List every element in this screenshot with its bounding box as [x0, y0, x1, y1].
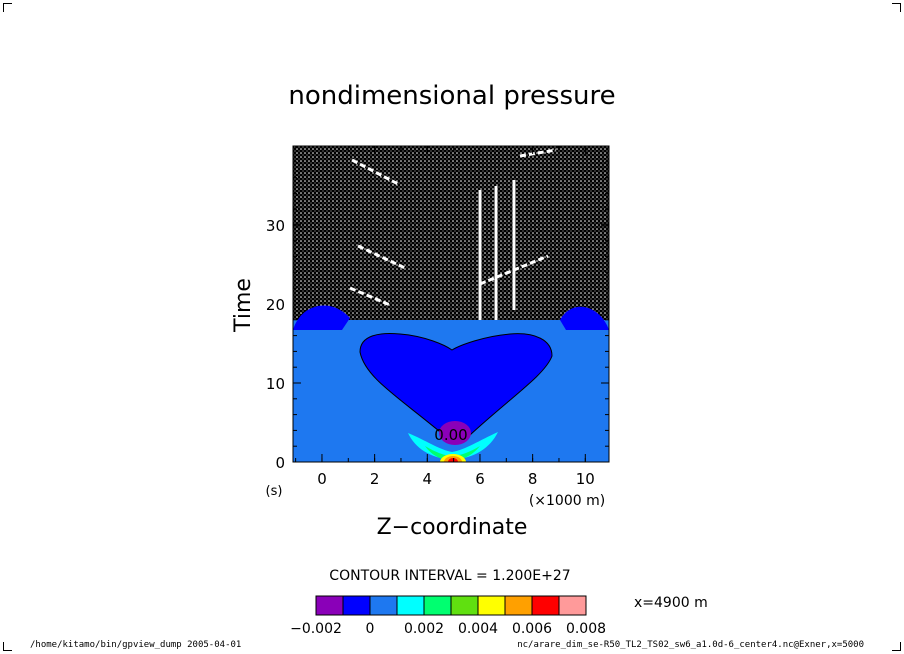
colorbar-swatch	[342, 595, 371, 616]
contour-interval-text: CONTOUR INTERVAL = 1.200E+27	[329, 568, 570, 584]
position-text: x=4900 m	[634, 595, 708, 611]
colorbar-tick-label: 0.004	[458, 621, 498, 637]
colorbar: −0.002 0 0.002 0.004 0.006 0.008	[290, 595, 606, 637]
frame-corner-bottom-right	[892, 642, 901, 651]
x-tick-label: 6	[475, 470, 485, 488]
frame-corner-top-left	[3, 3, 12, 12]
y-tick-label: 10	[266, 375, 285, 393]
footer-right: nc/arare_dim_se-R50_TL2_TS02_sw6_a1.0d-6…	[517, 640, 864, 650]
streak-marks	[349, 148, 557, 320]
region-source-red	[448, 458, 458, 462]
colorbar-swatch	[369, 595, 398, 616]
region-negative-core	[439, 421, 471, 445]
colorbar-tick-label: −0.002	[290, 621, 342, 637]
x-tick-label: 10	[576, 470, 595, 488]
y-axis-unit: (s)	[266, 484, 283, 499]
colorbar-swatch	[423, 595, 452, 616]
x-axis: 0 2 4 6 8 10	[295, 146, 595, 488]
colorbar-tick-label: 0.002	[404, 621, 444, 637]
y-tick-label: 30	[266, 217, 285, 235]
y-tick-label: 0	[275, 454, 285, 472]
x-axis-label: Z−coordinate	[377, 515, 528, 540]
colorbar-tick-label: 0.008	[566, 621, 606, 637]
frame-corner-bottom-left	[3, 642, 12, 651]
colorbar-swatch	[531, 595, 560, 616]
x-tick-label: 0	[317, 470, 327, 488]
frame-corner-top-right	[892, 3, 901, 12]
plot-area: 0.00	[293, 146, 609, 462]
colorbar-tick-label: 0.006	[512, 621, 552, 637]
footer-left: /home/kitamo/bin/gpview_dump 2005-04-01	[30, 640, 242, 650]
colorbar-swatch	[477, 595, 506, 616]
noise-region	[293, 146, 609, 322]
x-tick-label: 8	[528, 470, 538, 488]
colorbar-tick-label: 0	[366, 621, 375, 637]
colorbar-swatch	[315, 595, 344, 616]
region-v-shape	[359, 333, 553, 437]
x-axis-unit: (×1000 m)	[529, 493, 605, 509]
contour-label: 0.00	[434, 426, 467, 444]
x-tick-label: 2	[370, 470, 380, 488]
y-tick-label: 20	[266, 296, 285, 314]
region-cap-left	[293, 305, 350, 330]
x-tick-label: 4	[423, 470, 433, 488]
y-axis: 0 10 20 30	[266, 161, 609, 472]
region-cyan-wave	[408, 432, 498, 460]
colorbar-swatch	[504, 595, 533, 616]
region-cap-right	[560, 306, 609, 330]
chart-title: nondimensional pressure	[288, 81, 615, 111]
region-green-wave	[425, 446, 480, 461]
y-axis-label: Time	[231, 278, 256, 333]
colorbar-swatch	[396, 595, 425, 616]
colorbar-swatch	[558, 595, 587, 616]
colorbar-swatch	[450, 595, 479, 616]
